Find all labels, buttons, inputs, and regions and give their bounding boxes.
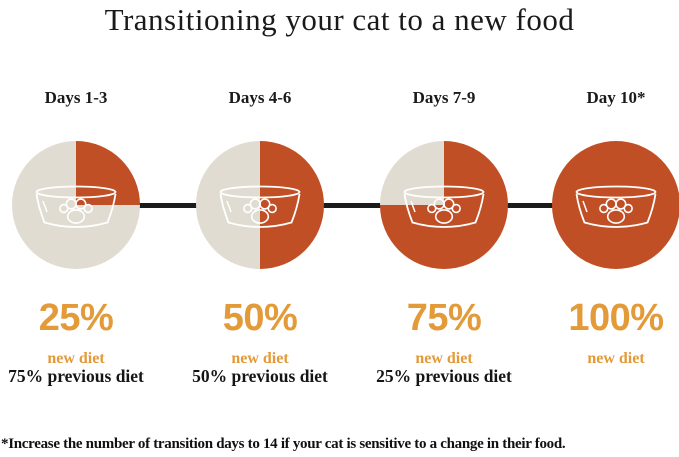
pet-bowl-icon xyxy=(219,185,301,228)
new-diet-label: new diet xyxy=(231,350,289,367)
new-diet-label: new diet xyxy=(587,350,645,367)
stage-days-label: Days 7-9 xyxy=(412,88,476,107)
stage-days-label: Day 10* xyxy=(586,88,646,107)
new-diet-percent: 100% xyxy=(568,297,664,339)
previous-diet-label: 50% previous diet xyxy=(192,366,328,386)
new-diet-percent: 25% xyxy=(38,297,114,339)
diet-ratio-circle-75 xyxy=(380,141,508,269)
footnote: *Increase the number of transition days … xyxy=(1,436,566,452)
stage-column-days-7-9: Days 7-9 75% new diet 25% previous diet xyxy=(359,0,529,457)
stage-column-day-10: Day 10* 100% new diet xyxy=(531,0,679,457)
paw-print-icon xyxy=(427,198,461,224)
stage-column-days-1-3: Days 1-3 25% new diet 75% previous diet xyxy=(0,0,161,457)
paw-print-icon xyxy=(59,198,93,224)
stage-days-label: Days 4-6 xyxy=(228,88,292,107)
previous-diet-label: 75% previous diet xyxy=(8,366,144,386)
diet-ratio-circle-25 xyxy=(12,141,140,269)
diet-ratio-circle-50 xyxy=(196,141,324,269)
previous-diet-label: 25% previous diet xyxy=(376,366,512,386)
new-diet-label: new diet xyxy=(47,350,105,367)
stage-days-label: Days 1-3 xyxy=(44,88,108,107)
pet-bowl-icon xyxy=(403,185,485,228)
diet-ratio-circle-100 xyxy=(552,141,679,269)
new-diet-percent: 50% xyxy=(222,297,298,339)
new-diet-percent: 75% xyxy=(406,297,482,339)
paw-print-icon xyxy=(243,198,277,224)
page-title: Transitioning your cat to a new food xyxy=(104,2,575,37)
stage-column-days-4-6: Days 4-6 50% new diet 50% previous diet xyxy=(175,0,345,457)
pet-bowl-icon xyxy=(575,185,657,228)
new-diet-label: new diet xyxy=(415,350,473,367)
pet-bowl-icon xyxy=(35,185,117,228)
timeline-connector-line xyxy=(70,203,622,208)
paw-print-icon xyxy=(599,198,633,224)
